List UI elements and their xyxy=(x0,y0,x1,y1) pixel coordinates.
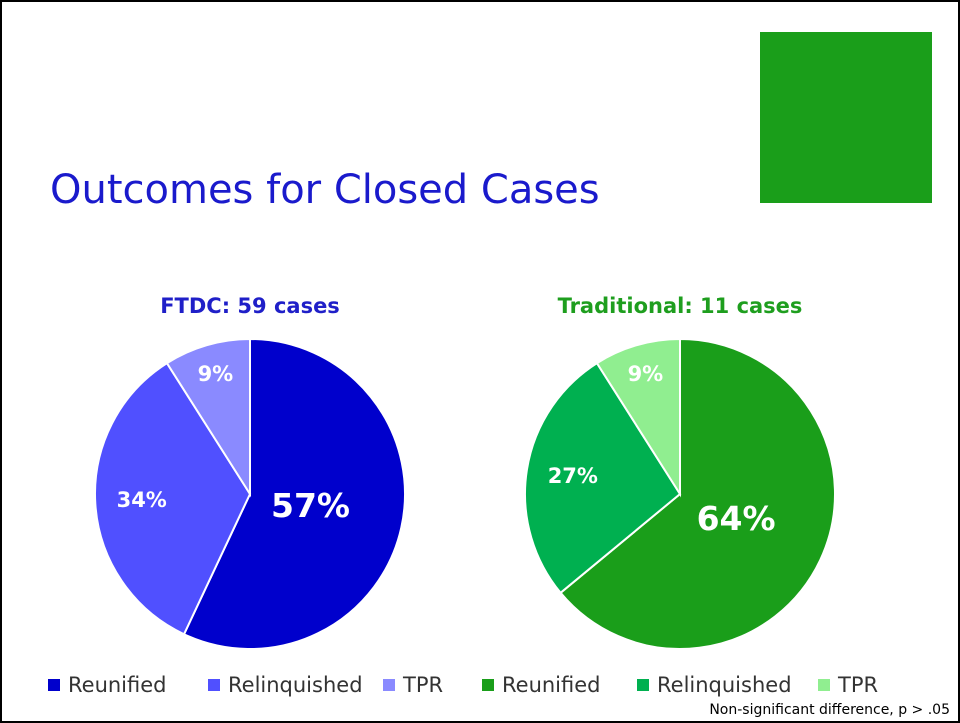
legend-swatch xyxy=(482,679,494,691)
pie-slice xyxy=(595,337,681,498)
pie-slice xyxy=(559,337,836,650)
pie-slice xyxy=(182,337,406,650)
decor-square xyxy=(760,32,932,203)
footnote: Non-significant difference, p > .05 xyxy=(709,702,950,718)
legend-swatch xyxy=(48,679,60,691)
data-label: 57% xyxy=(271,486,350,525)
legend-swatch xyxy=(208,679,220,691)
legend-label: Relinquished xyxy=(228,673,363,697)
legend-swatch xyxy=(637,679,649,691)
data-label: 9% xyxy=(198,362,234,386)
legend-label: TPR xyxy=(837,673,878,697)
pie-slice xyxy=(165,337,251,498)
chart-title: FTDC: 59 cases xyxy=(160,294,340,318)
pie-slice xyxy=(524,361,682,595)
slide-title: Outcomes for Closed Cases xyxy=(50,167,600,213)
legend-label: Reunified xyxy=(68,673,167,697)
legend-swatch xyxy=(383,679,395,691)
data-label: 34% xyxy=(117,488,167,512)
data-label: 64% xyxy=(697,499,776,538)
data-label: 9% xyxy=(628,362,664,386)
legend-label: TPR xyxy=(402,673,443,697)
chart-title: Traditional: 11 cases xyxy=(558,294,803,318)
legend-label: Relinquished xyxy=(657,673,792,697)
legend-swatch xyxy=(818,679,830,691)
legend-label: Reunified xyxy=(502,673,601,697)
pie-slice xyxy=(94,361,252,636)
data-label: 27% xyxy=(548,464,598,488)
